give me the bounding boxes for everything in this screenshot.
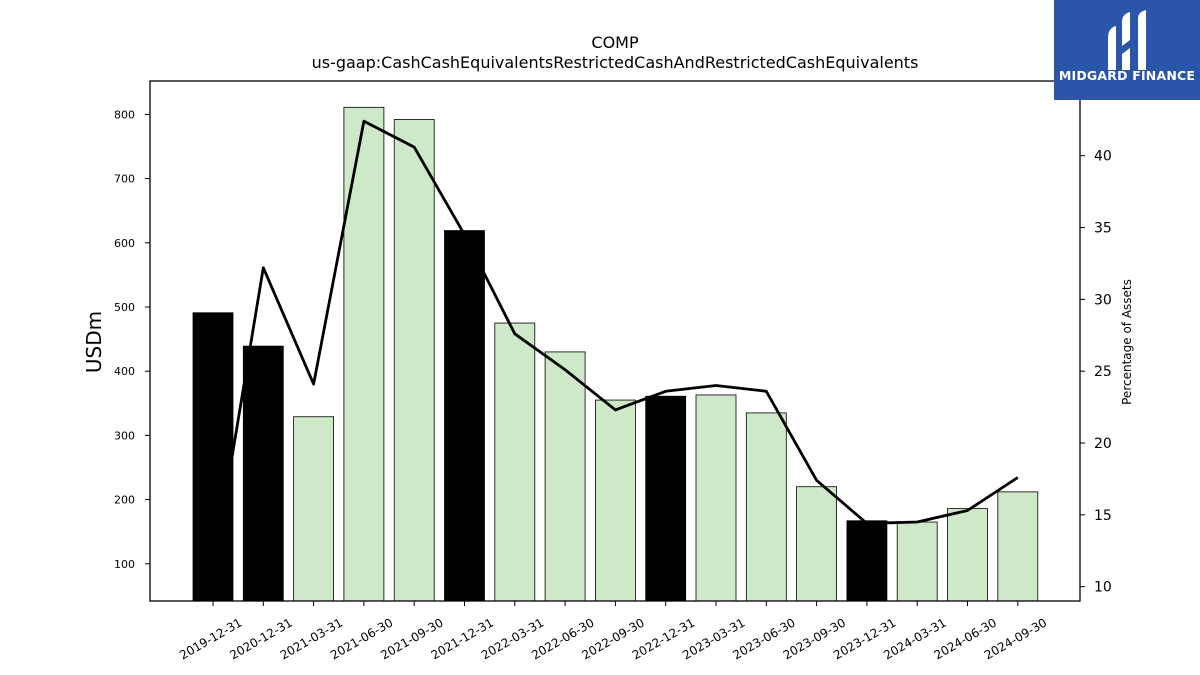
y2-tick-label: 40	[1094, 149, 1112, 165]
y-tick-label: 300	[114, 429, 135, 442]
bar-2021-03-31	[293, 416, 335, 602]
y-tick-label: 200	[114, 494, 135, 507]
bar-2023-09-30	[796, 486, 837, 602]
bar-2021-12-31	[444, 230, 485, 602]
y2-tick-label: 20	[1094, 436, 1112, 452]
y2-axis-label: Percentage of Assets	[1120, 279, 1134, 405]
bar-2022-06-30	[544, 351, 586, 602]
x-axis: 2019-12-312020-12-312021-03-312021-06-30…	[177, 601, 1049, 662]
y2-tick-label: 30	[1094, 292, 1112, 308]
chart-subtitle: us-gaap:CashCashEquivalentsRestrictedCas…	[312, 53, 919, 72]
bar-2023-03-31	[695, 394, 737, 602]
percentage-line-series	[211, 119, 1019, 573]
y-tick-label: 800	[114, 108, 135, 121]
bar-2024-06-30	[947, 508, 988, 602]
bar-2022-03-31	[494, 322, 536, 602]
bar-2022-09-30	[595, 399, 636, 602]
y-tick-label: 500	[114, 301, 135, 314]
brand-logo: MIDGARD FINANCE	[1054, 0, 1200, 100]
chart-title: COMP	[591, 33, 639, 52]
bar-2022-12-31	[645, 395, 687, 602]
y2-tick-label: 25	[1094, 364, 1112, 380]
y-axis-label: USDm	[82, 311, 106, 373]
y2-tick-label: 15	[1094, 508, 1112, 524]
bar-2021-09-30	[393, 119, 435, 602]
bar-2023-06-30	[745, 412, 787, 602]
bar-series	[192, 106, 1039, 602]
y-tick-label: 100	[114, 558, 135, 571]
bar-2024-09-30	[997, 491, 1039, 602]
midgard-logo-icon	[1108, 10, 1146, 70]
y-axis: 100 200 300 400 500 600 700 800	[114, 108, 150, 571]
brand-name: MIDGARD FINANCE	[1058, 68, 1196, 83]
y2-axis: 10 15 20 25 30 35 40	[1080, 149, 1112, 596]
plot-frame	[149, 80, 1081, 602]
bar-2020-12-31	[242, 345, 284, 602]
bar-2024-03-31	[896, 521, 938, 602]
bar-2023-12-31	[846, 520, 888, 602]
y2-tick-label: 35	[1094, 221, 1112, 237]
y2-tick-label: 10	[1094, 580, 1112, 596]
bar-2021-06-30	[343, 106, 385, 602]
y-tick-label: 400	[114, 365, 135, 378]
y-tick-label: 700	[114, 173, 135, 186]
bar-2019-12-31	[192, 312, 234, 602]
y-tick-label: 600	[114, 237, 135, 250]
